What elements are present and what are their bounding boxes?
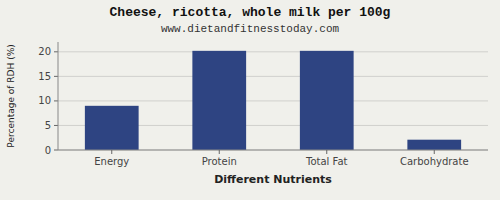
y-tick-label: 5 [45,120,51,131]
x-tick-label: Protein [202,156,237,167]
y-tick-label: 10 [38,95,51,106]
y-axis-label: Percentage of RDH (%) [6,44,16,147]
bar [407,140,461,150]
x-tick [219,150,220,154]
y-axis-line [58,42,59,150]
y-tick [54,76,58,77]
y-tick [54,125,58,126]
y-tick [54,51,58,52]
chart-container: 0 5 10 15 20 Energy Protein Total Fat Carbohydra… [0,0,500,200]
y-tick [54,150,58,151]
y-tick [54,100,58,101]
x-tick-label: Carbohydrate [400,156,469,167]
y-tick-label: 15 [38,71,51,82]
bar [192,51,246,150]
subtitle: www.dietandfitnesstoday.com [161,23,340,35]
x-tick [326,150,327,154]
chart-svg: 0 5 10 15 20 Energy Protein Total Fat Carbohydra… [0,0,500,200]
page: {"chart_data": {"type": "bar", "title": … [0,0,500,200]
title: Cheese, ricotta, whole milk per 100g [110,5,391,20]
bar [85,106,139,150]
bars [85,51,461,150]
x-axis: Energy Protein Total Fat Carbohydrate [58,150,488,167]
x-axis-line [58,150,488,151]
grid-line [58,150,488,151]
grid-line [58,100,488,101]
x-tick [111,150,112,154]
x-tick-label: Energy [94,156,129,167]
bar [300,51,354,150]
x-axis-label: Different Nutrients [214,173,332,186]
y-axis: 0 5 10 15 20 [38,42,58,156]
x-tick-label: Total Fat [305,156,347,167]
grid-line [58,76,488,77]
y-tick-label: 0 [45,145,51,156]
x-tick [434,150,435,154]
background [0,0,500,200]
y-tick-label: 20 [38,46,51,57]
grid [58,52,488,150]
grid-line [58,51,488,52]
